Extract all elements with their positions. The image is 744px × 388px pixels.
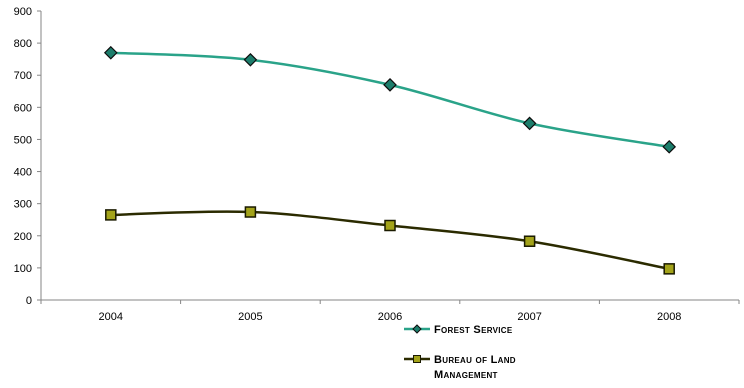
series-layer: [103, 45, 677, 275]
y-tick-label: 100: [14, 263, 32, 275]
legend-label: Forest Service: [434, 324, 513, 336]
x-tick-label: 2008: [657, 311, 681, 323]
data-point-marker: [663, 263, 675, 275]
series-bureau-of-land-management: [105, 206, 675, 275]
data-point-marker: [522, 116, 537, 131]
series-forest-service: [103, 45, 677, 154]
legend-swatch-marker: [413, 355, 421, 363]
data-point-marker: [105, 209, 117, 221]
x-tick-label: 2005: [238, 311, 262, 323]
data-point-marker: [662, 139, 677, 154]
series-line: [110, 51, 670, 149]
data-point-marker: [244, 206, 257, 218]
data-point-marker: [523, 235, 536, 247]
data-point-marker: [243, 52, 258, 67]
x-tick-label: 2004: [99, 311, 123, 323]
x-tick-label: 2006: [378, 311, 402, 323]
x-tick-label: 2007: [517, 311, 541, 323]
legend-label: Bureau of Land: [434, 354, 516, 366]
y-axis-ticks: 0 100 200 300 400 500 600 700 800 900: [14, 6, 41, 307]
x-axis-ticks: 2004 2005 2006 2007 2008: [40, 300, 740, 323]
legend-item: Bureau of Land Management: [404, 354, 516, 381]
y-tick-label: 200: [14, 231, 32, 243]
data-point-marker: [103, 45, 118, 60]
legend-label: Management: [434, 369, 498, 381]
y-tick-label: 700: [14, 70, 32, 82]
y-tick-label: 0: [26, 295, 32, 307]
y-tick-label: 500: [14, 134, 32, 146]
y-tick-label: 800: [14, 38, 32, 50]
legend-swatch-marker: [412, 324, 422, 334]
y-tick-label: 400: [14, 167, 32, 179]
data-point-marker: [383, 78, 397, 92]
data-point-marker: [384, 219, 396, 232]
y-tick-label: 900: [14, 6, 32, 18]
legend-item: Forest Service: [404, 324, 513, 336]
y-tick-label: 600: [14, 102, 32, 114]
legend: Forest Service Bureau of Land Management: [404, 324, 516, 381]
y-tick-label: 300: [14, 199, 32, 211]
